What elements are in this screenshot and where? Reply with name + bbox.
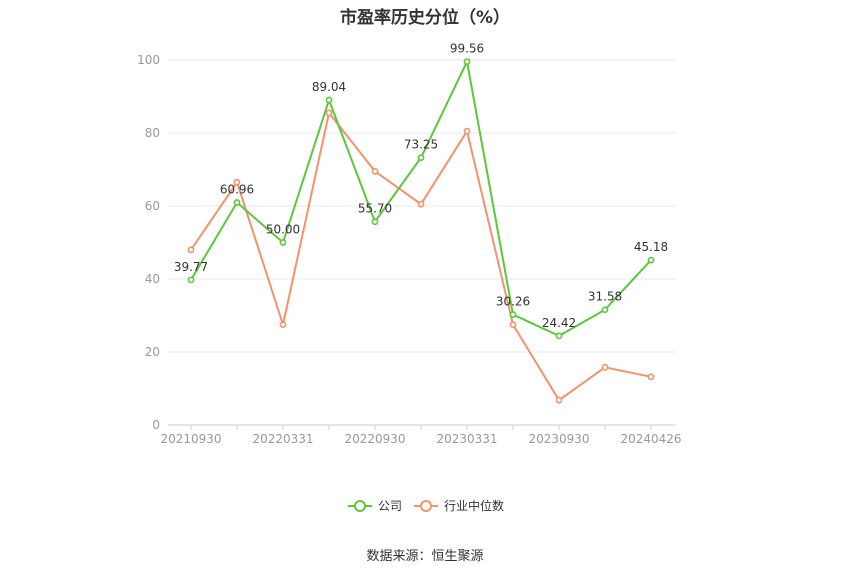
industry-median-point[interactable] [463,127,471,135]
y-tick-label: 60 [145,199,160,213]
y-tick-label: 100 [137,53,160,67]
y-tick-label: 40 [145,272,160,286]
x-tick-label: 20220331 [252,432,313,446]
legend-marker-company [354,500,366,512]
industry-median-point[interactable] [187,246,195,254]
company-point[interactable] [325,96,333,104]
axes: 0 20 40 60 80 100 20210930 20220331 20220930 2023… [137,53,681,446]
y-tick-label: 80 [145,126,160,140]
company-data-label: 31.58 [588,290,622,304]
company-point[interactable] [233,199,241,206]
x-tick-label: 20240426 [620,432,681,446]
legend[interactable]: 公司 行业中位数 [348,498,504,513]
company-data-label: 55.70 [358,202,392,216]
company-data-label: 73.25 [404,138,438,152]
industry-median-point[interactable] [325,109,333,117]
legend-item-company[interactable]: 公司 [348,499,402,513]
x-tick-label: 20230930 [528,432,589,446]
company-point[interactable] [371,218,379,226]
industry-median-point[interactable] [417,200,425,208]
x-tick-label: 20210930 [160,432,221,446]
industry-median-point[interactable] [601,363,609,371]
company-data-label: 50.00 [266,223,300,237]
company-data-label: 99.56 [450,42,484,56]
company-point[interactable] [555,332,563,340]
y-tick-label: 20 [145,345,160,359]
company-data-label: 30.26 [496,295,530,309]
legend-marker-industry-median [420,500,432,512]
chart-title: 市盈率历史分位（%） [339,8,511,28]
series-lines [187,58,655,404]
legend-label-company: 公司 [378,499,402,513]
company-point[interactable] [279,239,287,246]
company-line [190,60,652,337]
company-point[interactable] [647,256,655,264]
y-tick-label: 0 [152,418,160,432]
data-source: 数据来源：恒生聚源 [366,549,484,564]
x-tick-label: 20220930 [344,432,405,446]
company-data-label: 39.77 [174,260,208,274]
industry-median-point[interactable] [371,167,379,175]
company-data-label: 89.04 [312,80,346,94]
industry-median-point[interactable] [647,373,655,381]
company-point[interactable] [417,154,425,162]
industry-median-point[interactable] [279,321,287,329]
industry-median-point[interactable] [555,396,563,404]
industry-median-point[interactable] [233,178,241,186]
company-data-label: 60.96 [220,182,254,196]
company-data-label: 45.18 [634,240,668,254]
company-data-label: 24.42 [542,316,576,330]
legend-label-industry-median: 行业中位数 [444,498,504,513]
legend-item-industry-median[interactable]: 行业中位数 [414,498,504,513]
company-point[interactable] [187,276,195,284]
company-point[interactable] [601,306,609,314]
data-labels: 39.77 60.96 50.00 89.04 55.70 73.25 99.56 30.26… [174,42,668,330]
industry-median-point[interactable] [509,321,517,329]
x-tick-label: 20230331 [436,432,497,446]
company-point[interactable] [509,311,517,318]
company-point[interactable] [463,58,471,66]
